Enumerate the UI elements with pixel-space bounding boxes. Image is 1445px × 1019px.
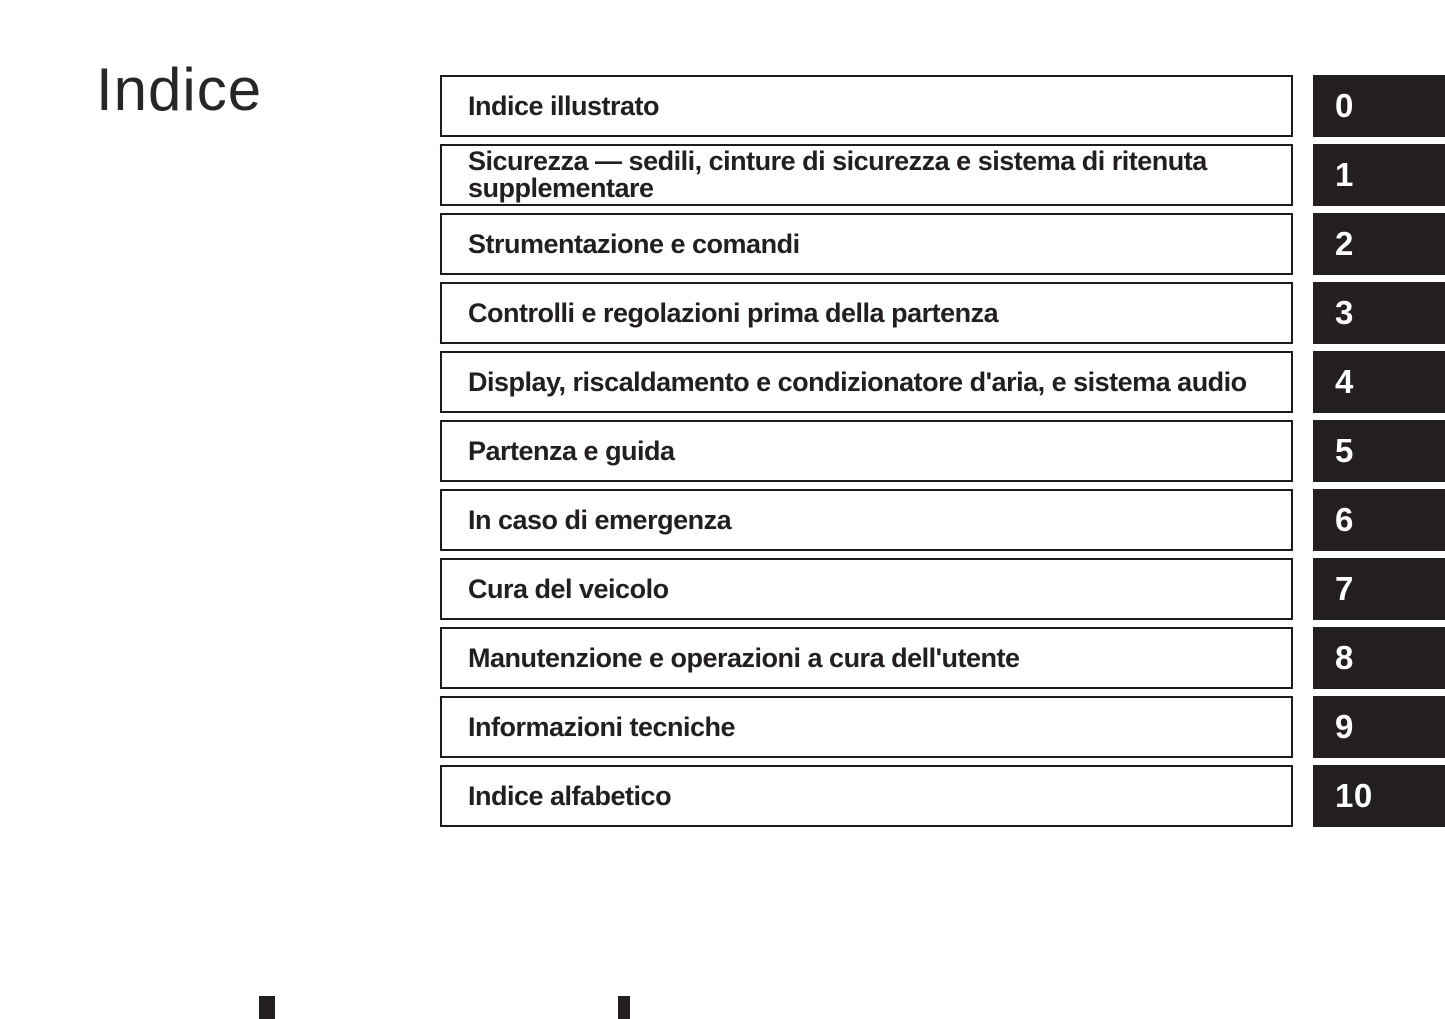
- chapter-tab-number: 4: [1335, 363, 1354, 400]
- table-of-contents: Indice illustrato 0 Sicurezza — sedili, …: [440, 75, 1445, 834]
- chapter-tab-7: 7: [1313, 558, 1445, 620]
- chapter-tab-3: 3: [1313, 282, 1445, 344]
- chapter-tab-number: 1: [1335, 156, 1354, 193]
- toc-row: Sicurezza — sedili, cinture di sicurezza…: [440, 144, 1445, 206]
- toc-row: Strumentazione e comandi 2: [440, 213, 1445, 275]
- chapter-tab-0: 0: [1313, 75, 1445, 137]
- toc-section-informazioni: Informazioni tecniche: [440, 696, 1293, 758]
- toc-section-emergenza: In caso di emergenza: [440, 489, 1293, 551]
- chapter-tab-number: 5: [1335, 432, 1354, 469]
- toc-section-sicurezza: Sicurezza — sedili, cinture di sicurezza…: [440, 144, 1293, 206]
- toc-row: Indice illustrato 0: [440, 75, 1445, 137]
- chapter-tab-number: 8: [1335, 639, 1354, 676]
- toc-section-manutenzione: Manutenzione e operazioni a cura dell'ut…: [440, 627, 1293, 689]
- bottom-registration-mark-left: [259, 996, 275, 1019]
- chapter-tab-number: 0: [1335, 87, 1354, 124]
- toc-row: Partenza e guida 5: [440, 420, 1445, 482]
- toc-section-partenza: Partenza e guida: [440, 420, 1293, 482]
- chapter-tab-10: 10: [1313, 765, 1445, 827]
- toc-section-controlli: Controlli e regolazioni prima della part…: [440, 282, 1293, 344]
- toc-section-label: Sicurezza — sedili, cinture di sicurezza…: [468, 146, 1207, 203]
- toc-row: Display, riscaldamento e condizionatore …: [440, 351, 1445, 413]
- chapter-tab-number: 10: [1335, 777, 1373, 814]
- toc-row: Cura del veicolo 7: [440, 558, 1445, 620]
- chapter-tab-2: 2: [1313, 213, 1445, 275]
- page-title: Indice: [96, 56, 263, 123]
- toc-section-display: Display, riscaldamento e condizionatore …: [440, 351, 1293, 413]
- toc-section-cura-veicolo: Cura del veicolo: [440, 558, 1293, 620]
- toc-row: Informazioni tecniche 9: [440, 696, 1445, 758]
- toc-section-label: Indice illustrato: [468, 90, 660, 121]
- chapter-tab-number: 3: [1335, 294, 1354, 331]
- toc-section-label: Indice alfabetico: [468, 780, 672, 811]
- toc-section-label: Manutenzione e operazioni a cura dell'ut…: [468, 642, 1020, 673]
- chapter-tab-number: 9: [1335, 708, 1354, 745]
- toc-section-indice-illustrato: Indice illustrato: [440, 75, 1293, 137]
- toc-row: Controlli e regolazioni prima della part…: [440, 282, 1445, 344]
- bottom-registration-mark-right: [618, 996, 630, 1019]
- toc-section-label: Display, riscaldamento e condizionatore …: [468, 366, 1247, 397]
- chapter-tab-5: 5: [1313, 420, 1445, 482]
- toc-row: Manutenzione e operazioni a cura dell'ut…: [440, 627, 1445, 689]
- chapter-tab-number: 7: [1335, 570, 1354, 607]
- toc-section-label: Informazioni tecniche: [468, 711, 736, 742]
- toc-section-strumentazione: Strumentazione e comandi: [440, 213, 1293, 275]
- toc-row: Indice alfabetico 10: [440, 765, 1445, 827]
- chapter-tab-9: 9: [1313, 696, 1445, 758]
- chapter-tab-1: 1: [1313, 144, 1445, 206]
- toc-row: In caso di emergenza 6: [440, 489, 1445, 551]
- toc-section-label: Controlli e regolazioni prima della part…: [468, 297, 999, 328]
- toc-section-label: Strumentazione e comandi: [468, 228, 800, 259]
- toc-section-label: Partenza e guida: [468, 435, 675, 466]
- chapter-tab-6: 6: [1313, 489, 1445, 551]
- toc-section-indice-alfabetico: Indice alfabetico: [440, 765, 1293, 827]
- chapter-tab-4: 4: [1313, 351, 1445, 413]
- toc-section-label: In caso di emergenza: [468, 504, 732, 535]
- toc-section-label: Cura del veicolo: [468, 573, 669, 604]
- chapter-tab-number: 2: [1335, 225, 1354, 262]
- chapter-tab-number: 6: [1335, 501, 1354, 538]
- chapter-tab-8: 8: [1313, 627, 1445, 689]
